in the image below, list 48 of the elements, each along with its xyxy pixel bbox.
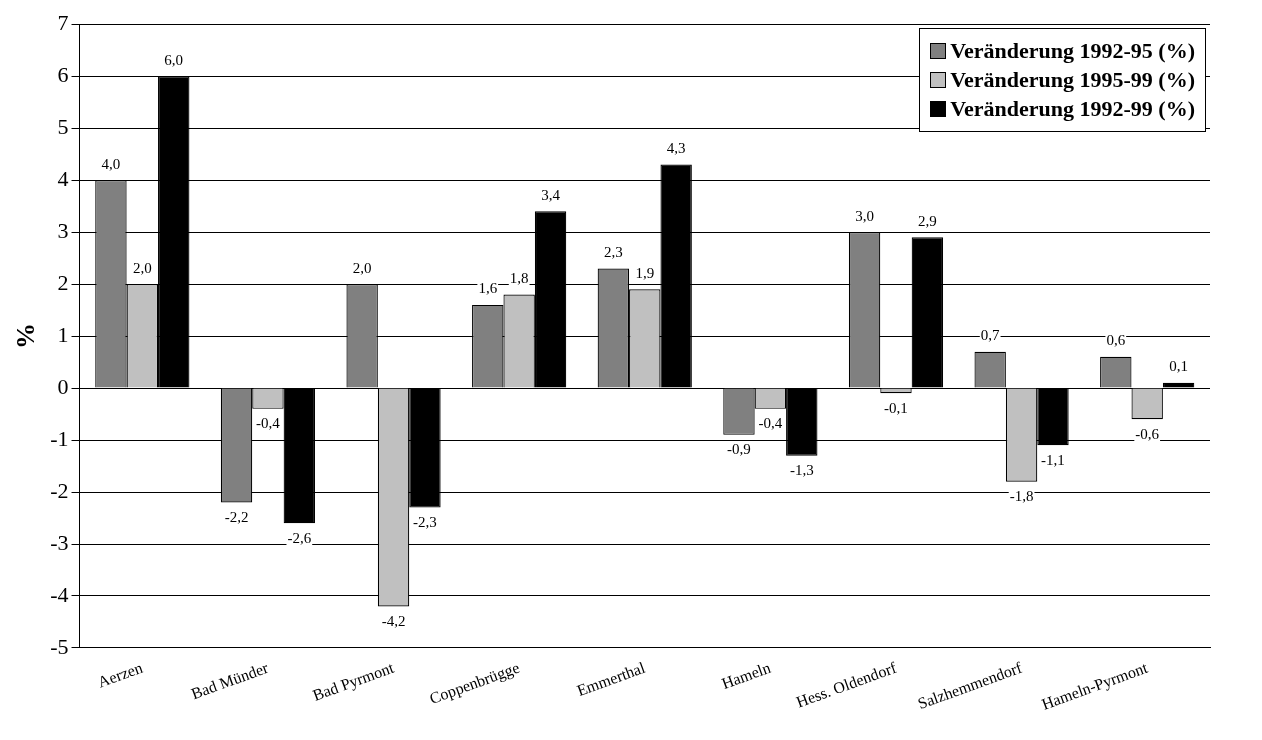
- x-tick-label: Bad Pyrmont: [310, 658, 397, 705]
- data-label: 4,0: [101, 155, 121, 172]
- y-axis-title: %: [11, 323, 41, 350]
- data-label: -2,6: [287, 529, 312, 546]
- data-label: -0,4: [758, 415, 783, 432]
- y-tick-label: 5: [57, 113, 69, 139]
- data-label: 1,8: [509, 269, 529, 286]
- data-label: 2,9: [918, 212, 937, 229]
- data-label: -1,3: [789, 462, 814, 479]
- data-label: 1,9: [635, 264, 655, 281]
- legend-label: Veränderung 1995-99 (%): [950, 67, 1195, 94]
- y-tick-label: 7: [57, 9, 69, 35]
- y-tick-label: -4: [50, 581, 69, 607]
- data-label: 3,0: [855, 207, 874, 224]
- y-tick-label: 3: [57, 217, 69, 243]
- x-tick-label: Hameln: [719, 658, 773, 693]
- data-label: -2,2: [224, 508, 249, 525]
- y-tick-label: 4: [57, 165, 69, 191]
- legend-label: Veränderung 1992-95 (%): [950, 38, 1195, 65]
- data-label: 2,0: [132, 259, 152, 276]
- data-label: -0,9: [727, 441, 751, 458]
- data-label: -2,3: [413, 514, 437, 531]
- data-label: 2,0: [352, 259, 372, 276]
- x-tick-label: Aerzen: [95, 658, 145, 691]
- data-label: -1,1: [1041, 451, 1065, 468]
- y-tick-label: 1: [57, 321, 69, 347]
- y-tick-label: -2: [50, 477, 69, 503]
- data-label: 1,6: [478, 280, 498, 297]
- y-tick-label: -1: [50, 425, 69, 451]
- y-tick-label: 6: [57, 61, 69, 87]
- data-label: 4,3: [666, 139, 686, 156]
- y-tick-label: -5: [50, 633, 69, 659]
- data-label: 3,4: [541, 186, 561, 203]
- data-label: -0,1: [884, 399, 908, 416]
- data-label: -0,6: [1135, 425, 1160, 442]
- data-label: 0,7: [980, 327, 1001, 344]
- y-tick-label: 2: [57, 269, 69, 295]
- x-tick-label: Bad Münder: [189, 658, 272, 703]
- data-label: 6,0: [164, 51, 184, 68]
- y-tick-label: 0: [57, 373, 69, 399]
- data-label: 0,1: [1169, 358, 1188, 375]
- data-label: -1,8: [1009, 488, 1034, 505]
- data-label: 0,6: [1106, 332, 1126, 349]
- y-tick-label: -3: [50, 529, 69, 555]
- legend-label: Veränderung 1992-99 (%): [950, 96, 1195, 123]
- data-label: -4,2: [381, 612, 406, 629]
- data-label: -0,4: [256, 415, 281, 432]
- data-label: 2,3: [603, 243, 623, 260]
